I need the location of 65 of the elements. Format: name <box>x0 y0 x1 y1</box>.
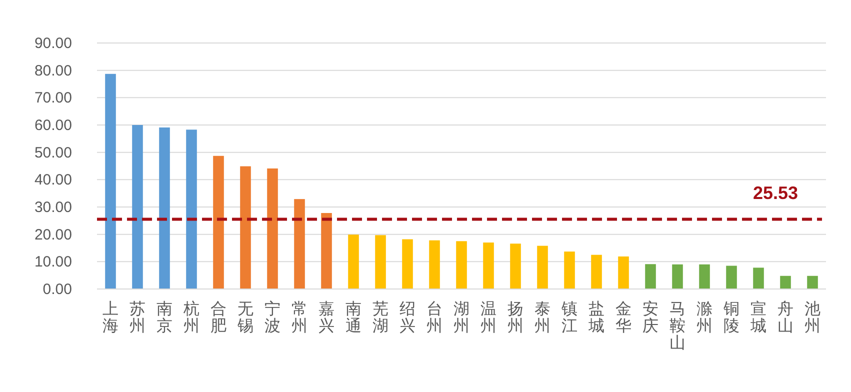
bar <box>537 246 548 289</box>
bar <box>780 276 791 289</box>
x-tick-label: 无锡 <box>236 299 254 335</box>
bar <box>564 252 575 289</box>
x-tick-label: 杭州 <box>182 299 200 335</box>
x-tick-label: 温州 <box>480 299 496 335</box>
y-tick-label: 10.00 <box>34 254 72 271</box>
x-tick-label: 盐城 <box>588 299 604 335</box>
bar <box>510 244 521 289</box>
y-tick-label: 20.00 <box>34 226 72 244</box>
bar <box>186 130 197 289</box>
x-tick-label: 南京 <box>156 299 172 335</box>
x-tick-label: 扬州 <box>508 299 524 335</box>
bar <box>294 199 305 289</box>
x-tick-label: 镇江 <box>560 299 578 335</box>
x-tick-label: 苏州 <box>130 299 146 335</box>
y-tick-label: 50.00 <box>34 144 72 162</box>
bar <box>267 168 278 289</box>
bar <box>699 264 710 289</box>
ref-line-label: 25.53 <box>752 183 798 204</box>
x-tick-label: 泰州 <box>534 299 550 335</box>
y-tick-label: 30.00 <box>34 199 72 216</box>
bar <box>240 166 251 289</box>
bar <box>645 264 656 289</box>
x-tick-label: 铜陵 <box>722 299 740 335</box>
bar <box>591 254 602 289</box>
bar <box>483 242 494 289</box>
x-tick-label: 滁州 <box>696 299 712 335</box>
bar <box>105 74 116 289</box>
x-tick-label: 湖州 <box>454 299 470 335</box>
bar <box>753 268 764 289</box>
x-tick-label: 台州 <box>426 299 442 335</box>
y-tick-label: 80.00 <box>34 62 72 80</box>
y-tick-label: 90.00 <box>34 35 72 52</box>
bar <box>402 239 413 289</box>
x-tick-label: 芜湖 <box>372 299 388 335</box>
bar <box>672 264 683 289</box>
x-tick-label: 宣城 <box>750 299 766 335</box>
y-tick-label: 0.00 <box>42 281 72 298</box>
y-tick-label: 70.00 <box>34 90 72 107</box>
x-tick-label: 合肥 <box>210 299 226 335</box>
x-tick-label: 金华 <box>616 299 632 335</box>
y-tick-label: 60.00 <box>34 117 72 134</box>
bar <box>807 276 818 289</box>
bar <box>159 127 170 289</box>
x-tick-label: 马鞍山 <box>670 299 686 352</box>
x-tick-label: 常州 <box>292 299 308 335</box>
bar <box>375 235 386 289</box>
bar <box>456 241 467 289</box>
bar <box>132 125 143 289</box>
y-tick-label: 40.00 <box>34 172 72 189</box>
bar <box>726 266 737 289</box>
bar <box>348 234 359 289</box>
bar <box>321 213 332 289</box>
x-tick-label: 宁波 <box>264 299 280 335</box>
x-tick-label: 舟山 <box>778 299 794 335</box>
x-tick-label: 上海 <box>102 299 118 335</box>
x-tick-label: 池州 <box>804 299 820 335</box>
bar <box>618 256 629 289</box>
x-tick-label: 绍兴 <box>400 299 416 335</box>
x-tick-label: 嘉兴 <box>318 299 334 335</box>
bar <box>429 240 440 289</box>
bar <box>213 156 224 289</box>
x-tick-label: 南通 <box>346 299 362 335</box>
x-tick-label: 安庆 <box>642 299 658 335</box>
